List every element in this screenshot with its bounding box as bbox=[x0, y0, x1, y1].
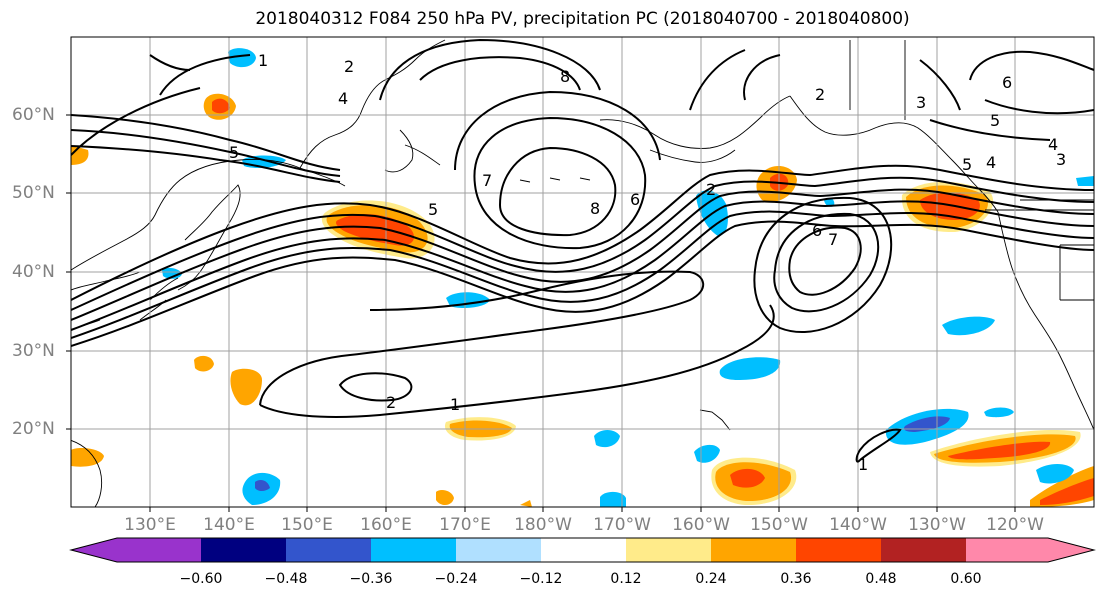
lon-label: 140°W bbox=[829, 515, 887, 535]
colorbar-label: 0.12 bbox=[610, 571, 642, 587]
contour-label: 4 bbox=[1048, 135, 1058, 154]
colorbar-segment-6 bbox=[626, 538, 711, 562]
colorbar-label: −0.24 bbox=[434, 571, 478, 587]
contour-label: 3 bbox=[1056, 150, 1066, 169]
contour-label: 7 bbox=[828, 230, 838, 249]
contour-label: 8 bbox=[590, 199, 600, 218]
contour-label: 5 bbox=[962, 155, 972, 174]
lon-label: 130°W bbox=[908, 515, 966, 535]
lon-label: 150°W bbox=[750, 515, 808, 535]
contour-label: 1 bbox=[450, 395, 460, 414]
lon-label: 160°E bbox=[360, 515, 412, 535]
contour-label: 2 bbox=[386, 393, 396, 412]
contour-label: 2 bbox=[815, 85, 825, 104]
contour-label: 6 bbox=[630, 190, 640, 209]
colorbar bbox=[69, 537, 1096, 563]
contour-label: 5 bbox=[428, 200, 438, 219]
colorbar-segment-8 bbox=[796, 538, 881, 562]
colorbar-segment-9 bbox=[881, 538, 966, 562]
lon-label: 180°W bbox=[514, 515, 572, 535]
contour-label: 5 bbox=[990, 111, 1000, 130]
colorbar-segment-5 bbox=[541, 538, 626, 562]
colorbar-label: 0.48 bbox=[865, 571, 897, 587]
contour-label: 5 bbox=[229, 143, 239, 162]
lon-label: 140°E bbox=[203, 515, 255, 535]
lon-label: 120°W bbox=[986, 515, 1044, 535]
colorbar-label: −0.36 bbox=[349, 571, 393, 587]
colorbar-segment-10 bbox=[966, 538, 1094, 562]
contour-label: 7 bbox=[482, 171, 492, 190]
lon-label: 170°E bbox=[439, 515, 491, 535]
contour-labels: 1 1 2 2 5 5 7 8 6 2 6 7 5 4 3 4 3 5 6 2 … bbox=[229, 51, 1066, 474]
colorbar-label: −0.48 bbox=[264, 571, 308, 587]
colorbar-segment-1 bbox=[201, 538, 286, 562]
colorbar-segment-2 bbox=[286, 538, 371, 562]
tick-marks bbox=[66, 114, 1016, 512]
pv-contours bbox=[71, 38, 1094, 463]
contour-label: 2 bbox=[344, 57, 354, 76]
contour-label: 2 bbox=[706, 180, 716, 199]
lat-label: 40°N bbox=[12, 262, 55, 282]
colorbar-label: 0.24 bbox=[695, 571, 727, 587]
gridlines bbox=[71, 37, 1094, 507]
lon-label: 170°W bbox=[593, 515, 651, 535]
colorbar-segment-4 bbox=[456, 538, 541, 562]
lon-label: 130°E bbox=[124, 515, 176, 535]
contour-label: 1 bbox=[858, 455, 868, 474]
contour-label: 8 bbox=[560, 67, 570, 86]
contour-label: 1 bbox=[258, 51, 268, 70]
lon-label: 160°W bbox=[672, 515, 730, 535]
plot-title: 2018040312 F084 250 hPa PV, precipitatio… bbox=[255, 9, 910, 29]
colorbar-segment-7 bbox=[711, 538, 796, 562]
colorbar-label: 0.36 bbox=[780, 571, 812, 587]
contour-label: 4 bbox=[338, 89, 348, 108]
colorbar-label: −0.60 bbox=[179, 571, 223, 587]
colorbar-label: −0.12 bbox=[519, 571, 563, 587]
colorbar-segment-0 bbox=[71, 538, 201, 562]
lat-label: 50°N bbox=[12, 183, 55, 203]
contour-label: 3 bbox=[916, 93, 926, 112]
lat-label: 20°N bbox=[12, 419, 55, 439]
colorbar-segment-3 bbox=[371, 538, 456, 562]
colorbar-label: 0.60 bbox=[950, 571, 982, 587]
contour-label: 6 bbox=[1002, 73, 1012, 92]
contour-label: 4 bbox=[986, 153, 996, 172]
lon-label: 150°E bbox=[281, 515, 333, 535]
contour-label: 6 bbox=[812, 221, 822, 240]
lat-label: 60°N bbox=[12, 105, 55, 125]
lat-label: 30°N bbox=[12, 341, 55, 361]
